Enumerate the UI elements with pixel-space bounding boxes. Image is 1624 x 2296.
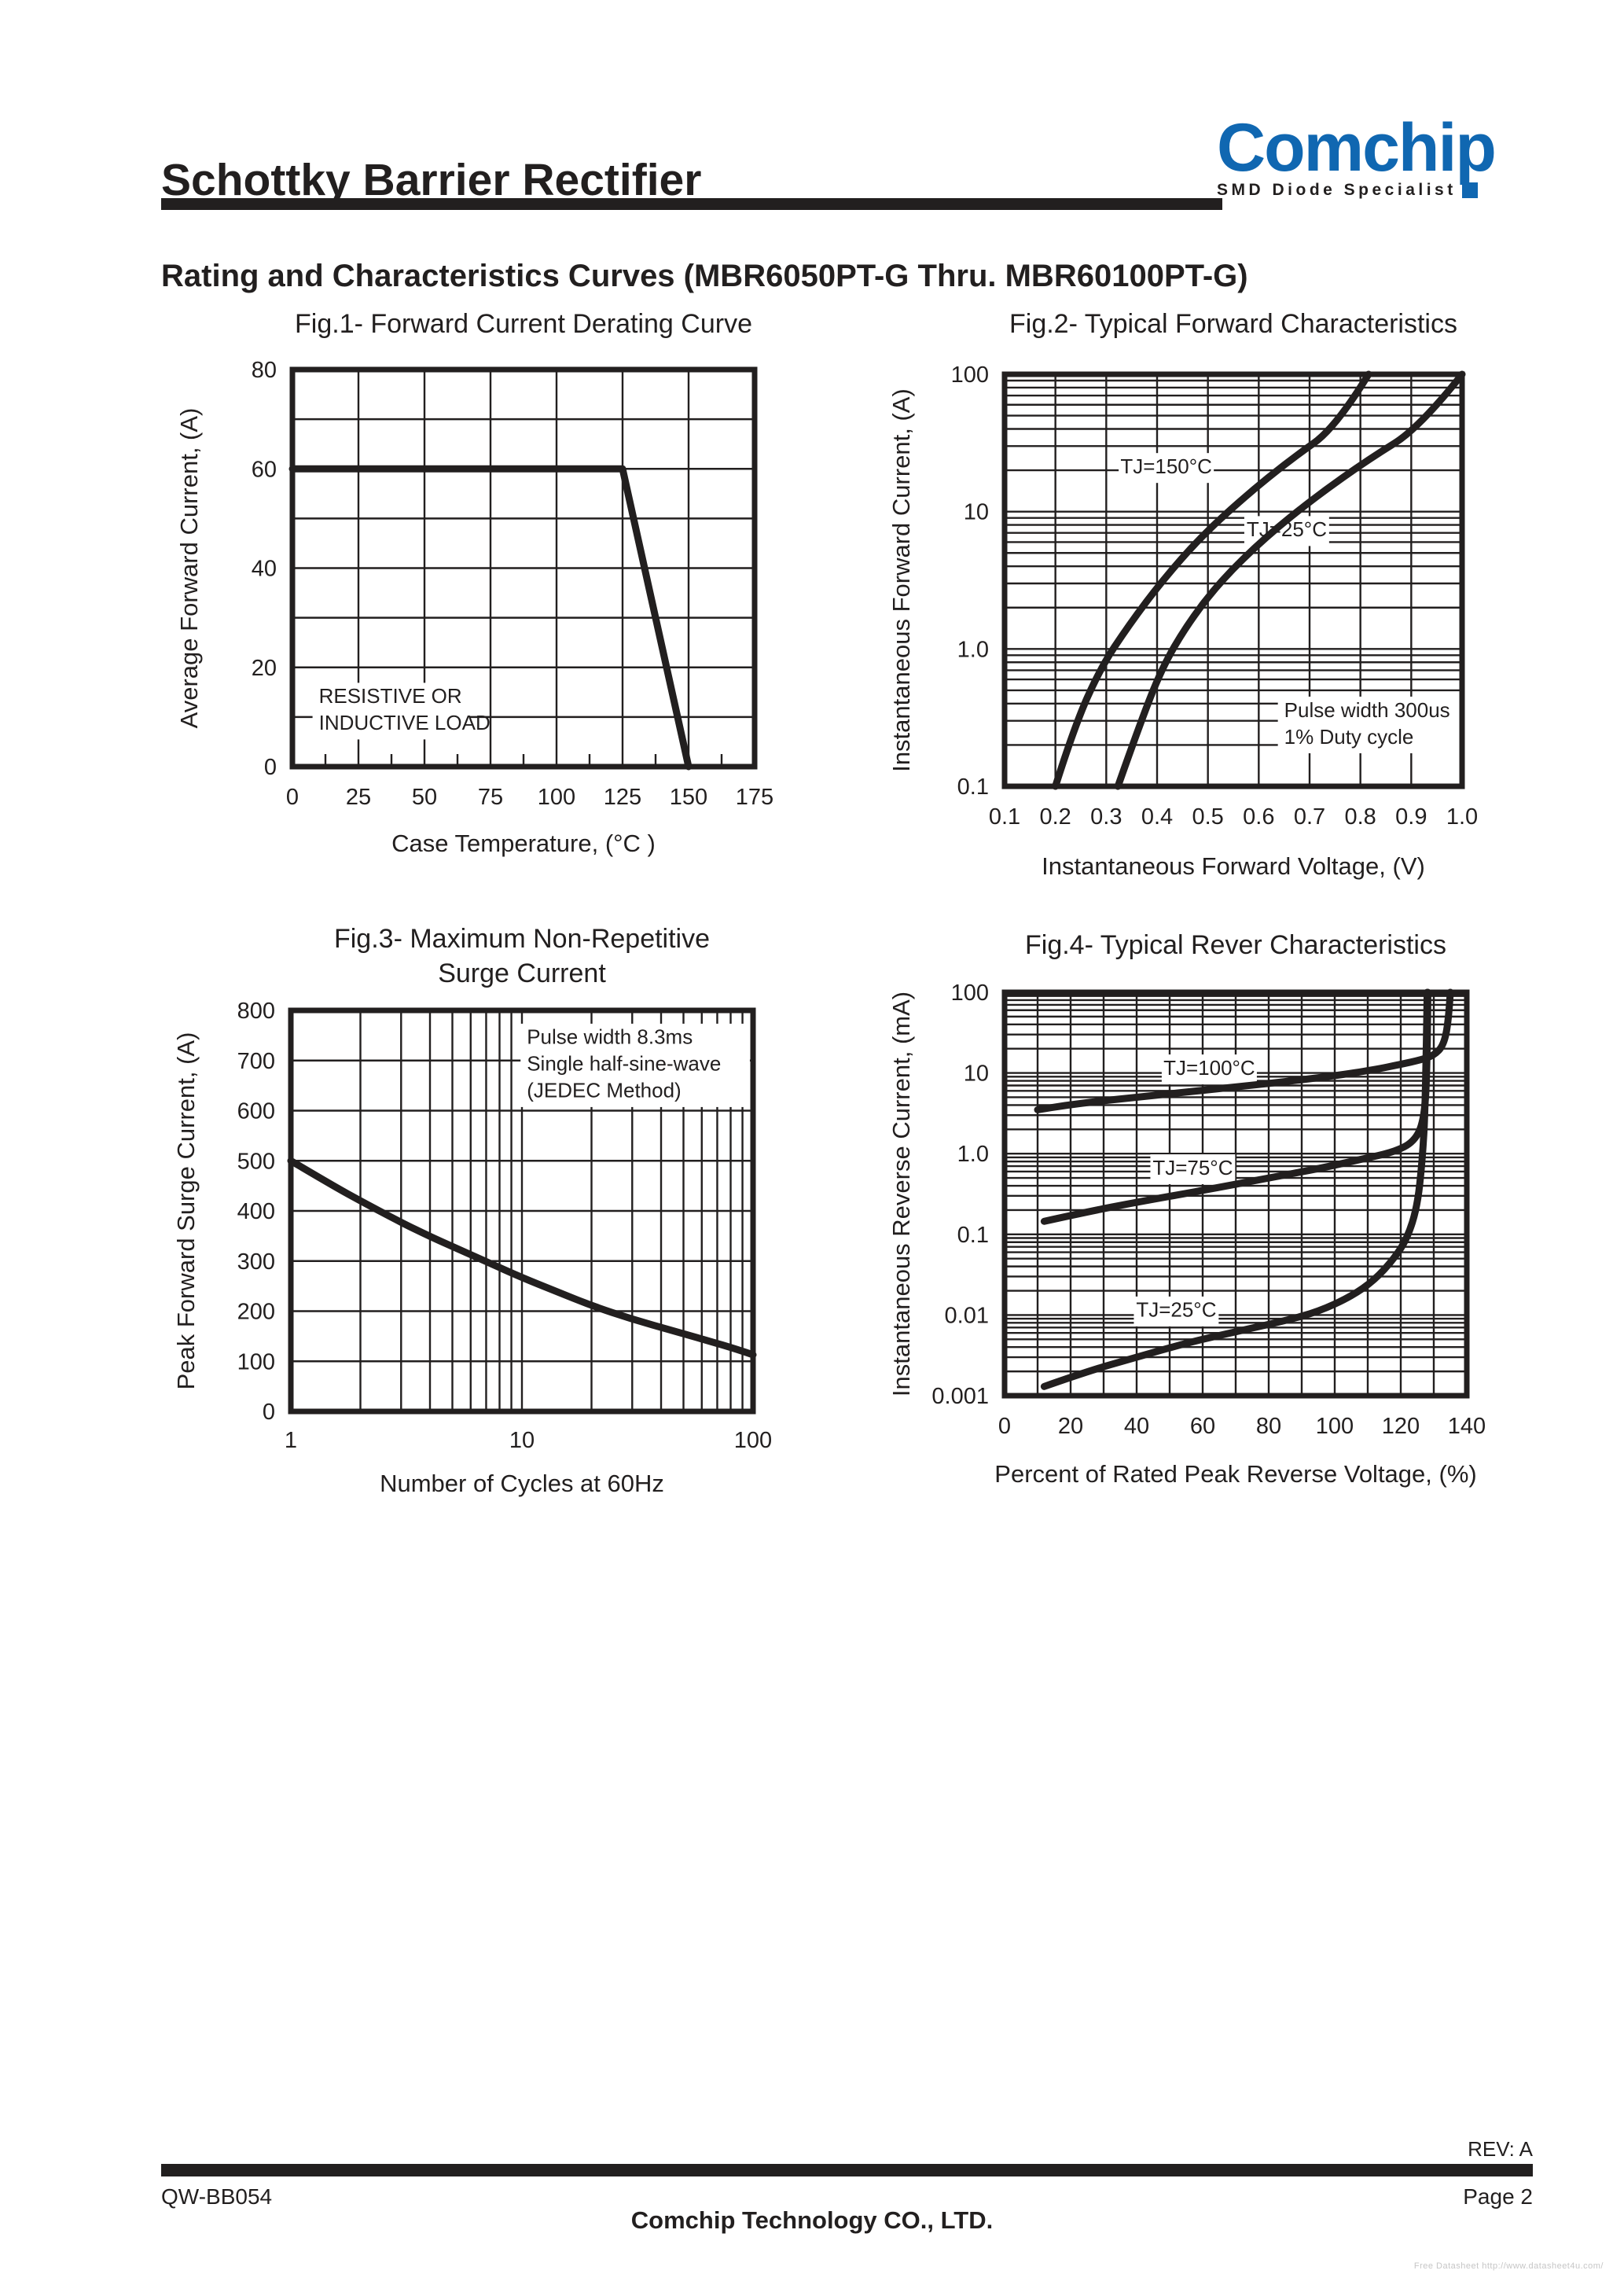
- figure-3-panel: Fig.3- Maximum Non-Repetitive Surge Curr…: [161, 922, 782, 1506]
- svg-text:TJ=150°C: TJ=150°C: [1120, 454, 1212, 478]
- figure-2-panel: Fig.2- Typical Forward Characteristics T…: [873, 307, 1494, 881]
- title-divider-bar: [161, 198, 1222, 210]
- svg-text:1.0: 1.0: [957, 1142, 989, 1167]
- svg-text:40: 40: [252, 557, 277, 582]
- figure-1-panel: Fig.1- Forward Current Derating Curve RE…: [161, 307, 782, 865]
- svg-text:0.1: 0.1: [957, 775, 989, 800]
- svg-text:40: 40: [1124, 1414, 1149, 1439]
- svg-text:175: 175: [736, 785, 773, 810]
- figure-4-title: Fig.4- Typical Rever Characteristics: [1025, 930, 1446, 960]
- svg-text:700: 700: [237, 1049, 275, 1074]
- svg-text:1.0: 1.0: [1446, 804, 1478, 830]
- svg-text:Single half-sine-wave: Single half-sine-wave: [527, 1052, 721, 1076]
- svg-text:20: 20: [1058, 1414, 1083, 1439]
- svg-text:Instantaneous Forward Voltage,: Instantaneous Forward Voltage, (V): [1042, 852, 1425, 880]
- document-code: QW-BB054: [161, 2184, 273, 2209]
- svg-text:0.7: 0.7: [1294, 804, 1325, 830]
- svg-text:Average Forward Current, (A): Average Forward Current, (A): [175, 408, 203, 729]
- svg-text:0.001: 0.001: [931, 1384, 989, 1409]
- svg-text:0: 0: [263, 1400, 275, 1425]
- svg-text:100: 100: [734, 1428, 772, 1453]
- svg-text:1% Duty cycle: 1% Duty cycle: [1284, 725, 1414, 749]
- svg-text:60: 60: [252, 457, 277, 482]
- svg-text:20: 20: [252, 656, 277, 681]
- svg-text:10: 10: [964, 500, 989, 525]
- brand-logo: Comchip SMD Diode Specialist: [1217, 110, 1497, 200]
- svg-text:200: 200: [237, 1300, 275, 1325]
- svg-text:Instantaneous Reverse Current,: Instantaneous Reverse Current, (mA): [887, 992, 915, 1396]
- svg-text:0.1: 0.1: [989, 804, 1020, 830]
- svg-text:Instantaneous Forward Current,: Instantaneous Forward Current, (A): [887, 388, 915, 772]
- svg-text:Peak Forward Surge Current, (A: Peak Forward Surge Current, (A): [172, 1032, 200, 1390]
- svg-text:100: 100: [951, 981, 989, 1006]
- svg-text:RESISTIVE OR: RESISTIVE OR: [319, 684, 462, 708]
- svg-text:50: 50: [412, 785, 437, 810]
- svg-text:0.8: 0.8: [1345, 804, 1376, 830]
- figure-3-surge-current-chart: Pulse width 8.3ms Single half-sine-wave (J…: [172, 999, 772, 1497]
- svg-text:600: 600: [237, 1099, 275, 1124]
- svg-text:TJ=100°C: TJ=100°C: [1163, 1056, 1255, 1080]
- svg-text:0.3: 0.3: [1090, 804, 1122, 830]
- svg-text:100: 100: [237, 1350, 275, 1375]
- brand-logo-tagline: SMD Diode Specialist: [1217, 180, 1457, 199]
- svg-text:Number of Cycles at 60Hz: Number of Cycles at 60Hz: [380, 1470, 664, 1497]
- svg-text:10: 10: [964, 1062, 989, 1087]
- footer-divider-bar: [161, 2164, 1533, 2176]
- svg-text:Pulse width 8.3ms: Pulse width 8.3ms: [527, 1025, 693, 1049]
- svg-text:75: 75: [478, 785, 503, 810]
- svg-text:(JEDEC Method): (JEDEC Method): [527, 1079, 682, 1102]
- watermark-text: Free Datasheet http://www.datasheet4u.co…: [1413, 2261, 1604, 2271]
- svg-text:TJ=25°C: TJ=25°C: [1136, 1298, 1216, 1322]
- page-number: Page 2: [1463, 2184, 1533, 2209]
- svg-text:0.5: 0.5: [1192, 804, 1224, 830]
- svg-text:0.9: 0.9: [1395, 804, 1427, 830]
- svg-text:TJ=75°C: TJ=75°C: [1152, 1156, 1233, 1179]
- company-name: Comchip Technology CO., LTD.: [630, 2206, 994, 2234]
- svg-text:1.0: 1.0: [957, 638, 989, 663]
- svg-text:100: 100: [951, 362, 989, 388]
- svg-text:150: 150: [670, 785, 707, 810]
- svg-text:120: 120: [1382, 1414, 1420, 1439]
- page-title: Schottky Barrier Rectifier: [161, 155, 702, 206]
- figure-4-typical-reverse-characteristics-chart: TJ=100°C TJ=75°C TJ=25°C 0 20 40 60 80 100 120 140…: [887, 981, 1486, 1488]
- figure-1-title: Fig.1- Forward Current Derating Curve: [295, 309, 752, 339]
- svg-text:Pulse width 300us: Pulse width 300us: [1284, 698, 1450, 722]
- figure-1-forward-current-derating-chart: RESISTIVE OR INDUCTIVE LOAD 0 25 50 75 100 125 1…: [175, 358, 773, 857]
- revision-label: REV: A: [1468, 2137, 1533, 2161]
- svg-text:0.4: 0.4: [1141, 804, 1173, 830]
- brand-logo-square-icon: [1461, 182, 1478, 198]
- svg-text:80: 80: [1256, 1414, 1281, 1439]
- svg-text:125: 125: [604, 785, 641, 810]
- svg-text:INDUCTIVE LOAD: INDUCTIVE LOAD: [319, 711, 491, 734]
- svg-text:140: 140: [1448, 1414, 1486, 1439]
- section-heading: Rating and Characteristics Curves (MBR60…: [161, 259, 1248, 294]
- svg-text:0: 0: [286, 785, 299, 810]
- svg-text:0.2: 0.2: [1040, 804, 1071, 830]
- svg-text:0.6: 0.6: [1243, 804, 1274, 830]
- svg-text:100: 100: [1316, 1414, 1354, 1439]
- svg-text:0.1: 0.1: [957, 1223, 989, 1248]
- svg-text:25: 25: [346, 785, 371, 810]
- svg-text:500: 500: [237, 1150, 275, 1175]
- svg-text:0: 0: [264, 755, 277, 780]
- svg-text:60: 60: [1190, 1414, 1215, 1439]
- svg-text:100: 100: [538, 785, 575, 810]
- svg-text:0.01: 0.01: [945, 1304, 989, 1329]
- svg-text:400: 400: [237, 1199, 275, 1224]
- figure-2-title: Fig.2- Typical Forward Characteristics: [1009, 309, 1457, 339]
- svg-text:0: 0: [998, 1414, 1011, 1439]
- svg-text:Case Temperature, (°C ): Case Temperature, (°C ): [391, 830, 656, 857]
- figure-4-panel: Fig.4- Typical Rever Characteristics TJ=…: [873, 928, 1494, 1496]
- svg-text:800: 800: [237, 999, 275, 1024]
- brand-logo-wordmark: Comchip: [1217, 110, 1497, 186]
- svg-text:1: 1: [285, 1428, 297, 1453]
- svg-text:Percent of Rated Peak Reverse: Percent of Rated Peak Reverse Voltage, (…: [994, 1460, 1476, 1488]
- svg-text:80: 80: [252, 358, 277, 383]
- figure-3-title: Fig.3- Maximum Non-Repetitive Surge Curr…: [333, 924, 711, 989]
- svg-text:10: 10: [509, 1428, 535, 1453]
- svg-text:300: 300: [237, 1249, 275, 1275]
